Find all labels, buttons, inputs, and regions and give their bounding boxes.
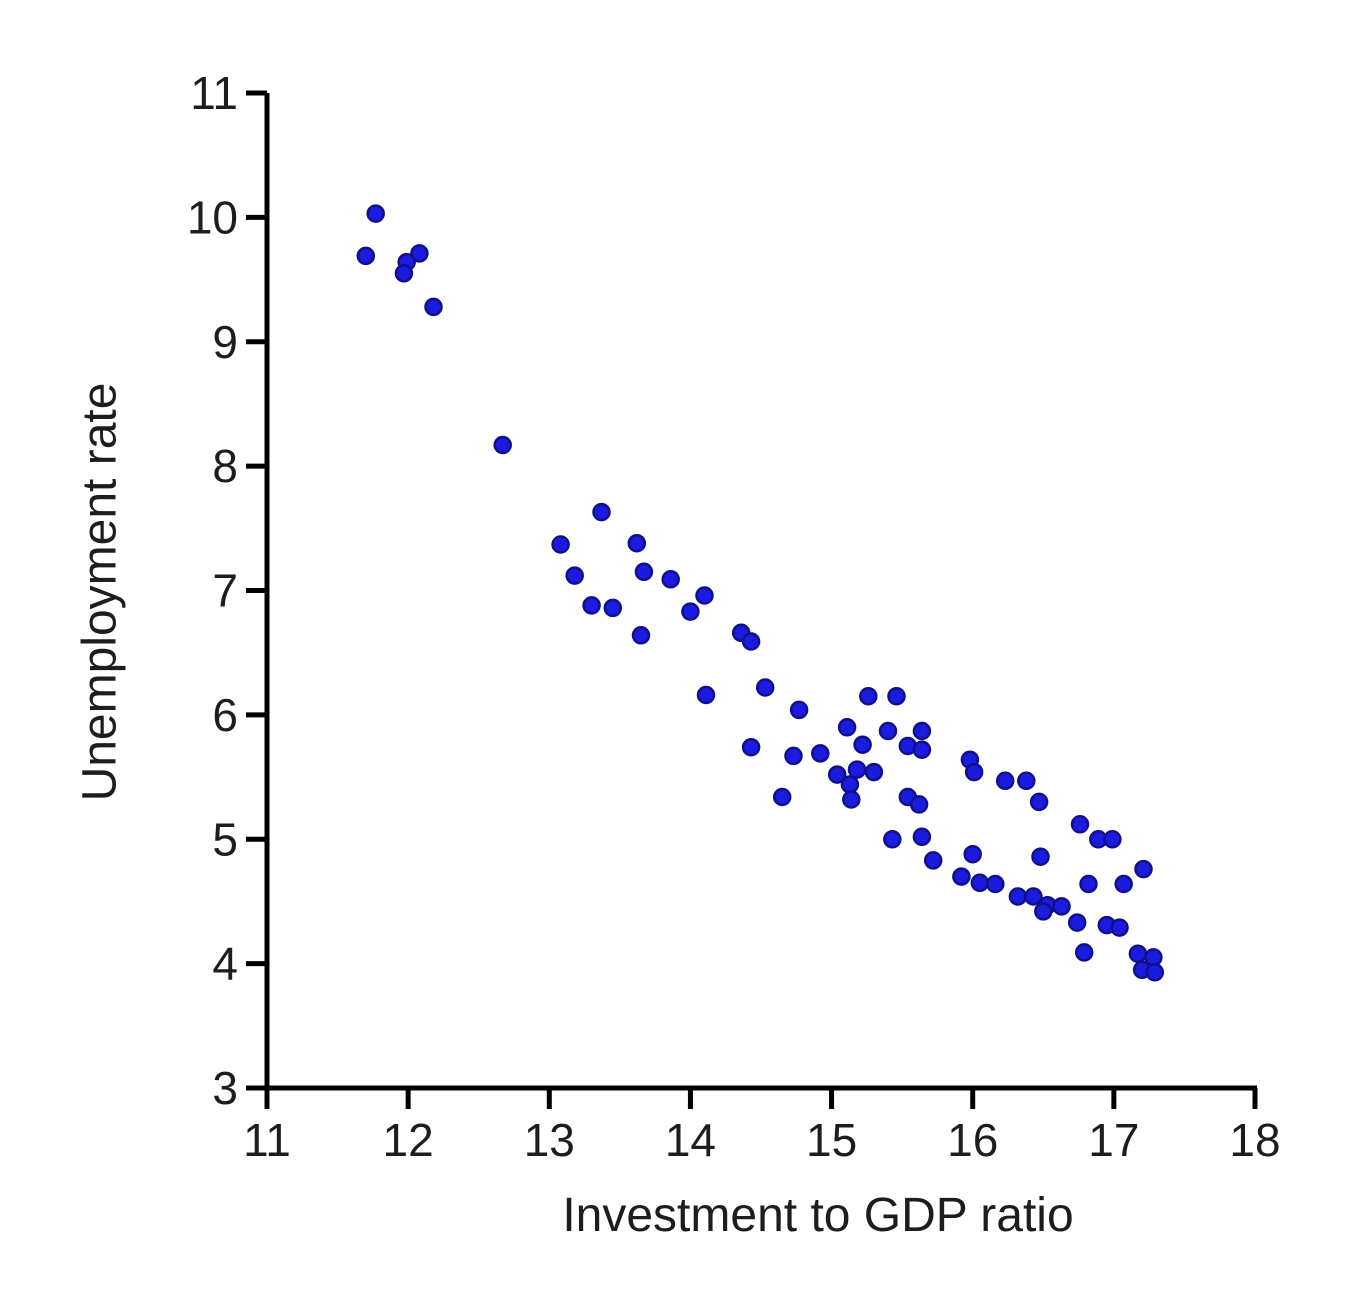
data-point: [1128, 944, 1148, 963]
data-point: [565, 566, 584, 585]
data-point: [366, 204, 385, 223]
y-tick-label: 8: [212, 440, 238, 492]
data-point: [784, 746, 803, 766]
data-point: [1024, 887, 1043, 906]
data-point: [410, 244, 429, 263]
data-point: [923, 851, 943, 870]
data-point: [1034, 902, 1053, 921]
data-point: [603, 598, 623, 618]
data-point: [592, 502, 611, 522]
data-point: [661, 570, 680, 589]
data-point: [1110, 918, 1129, 937]
data-point: [741, 737, 761, 757]
data-point: [853, 735, 872, 754]
data-point: [952, 867, 971, 886]
data-point: [695, 586, 714, 605]
y-tick-label: 3: [212, 1062, 238, 1114]
data-point: [1029, 792, 1049, 812]
data-point: [582, 596, 601, 615]
data-point: [1074, 943, 1094, 962]
data-point: [772, 787, 792, 807]
data-point: [811, 744, 830, 763]
data-point: [1103, 830, 1122, 849]
data-point: [842, 790, 861, 809]
x-axis-title: Investment to GDP ratio: [562, 1189, 1074, 1242]
data-point: [424, 297, 443, 317]
data-point: [963, 844, 982, 864]
y-tick-label: 9: [212, 316, 238, 368]
data-point: [883, 830, 902, 849]
data-point: [827, 765, 847, 784]
data-point: [964, 762, 984, 782]
x-tick-label: 17: [1088, 1114, 1139, 1166]
data-point: [551, 535, 570, 554]
data-point: [1017, 771, 1036, 791]
data-point: [912, 827, 932, 847]
data-point: [696, 685, 716, 705]
data-point: [394, 264, 414, 283]
data-point: [627, 533, 647, 553]
y-tick-label: 6: [212, 689, 238, 741]
data-point: [741, 632, 761, 651]
data-point: [847, 760, 867, 779]
x-tick-label: 15: [806, 1114, 857, 1166]
data-point: [970, 873, 990, 893]
y-tick-label: 4: [212, 938, 238, 990]
x-tick-label: 14: [665, 1114, 716, 1166]
data-point: [1031, 847, 1050, 866]
y-tick-label: 11: [190, 67, 238, 119]
x-tick-label: 13: [524, 1114, 575, 1166]
data-point: [986, 874, 1005, 894]
x-tick-label: 18: [1229, 1114, 1280, 1166]
data-point: [631, 626, 651, 645]
data-point: [789, 700, 809, 720]
data-point: [356, 246, 376, 266]
data-point: [1134, 859, 1153, 879]
data-point: [1008, 887, 1028, 906]
data-point: [634, 562, 654, 582]
data-point: [887, 686, 906, 706]
y-tick-label: 10: [187, 191, 238, 243]
data-point: [493, 435, 512, 455]
data-point: [1052, 897, 1071, 916]
data-point: [912, 740, 932, 759]
data-point: [837, 718, 857, 737]
x-tick-label: 11: [243, 1114, 291, 1166]
data-point: [859, 686, 878, 706]
data-point: [681, 602, 700, 621]
data-point: [1145, 963, 1165, 982]
data-point: [878, 721, 898, 741]
data-point: [1114, 874, 1133, 894]
data-point: [864, 762, 884, 782]
x-tick-label: 12: [383, 1114, 434, 1166]
y-axis-title: Unemployment rate: [73, 382, 127, 802]
data-point: [840, 775, 860, 794]
data-point: [1070, 815, 1090, 834]
x-tick-label: 16: [947, 1114, 998, 1166]
data-point: [909, 795, 929, 814]
data-point: [995, 771, 1015, 791]
data-point: [1079, 874, 1098, 894]
data-point: [1067, 913, 1087, 932]
data-point: [755, 678, 775, 697]
y-tick-label: 5: [212, 813, 238, 865]
data-point: [912, 721, 932, 741]
y-tick-label: 7: [212, 565, 238, 617]
